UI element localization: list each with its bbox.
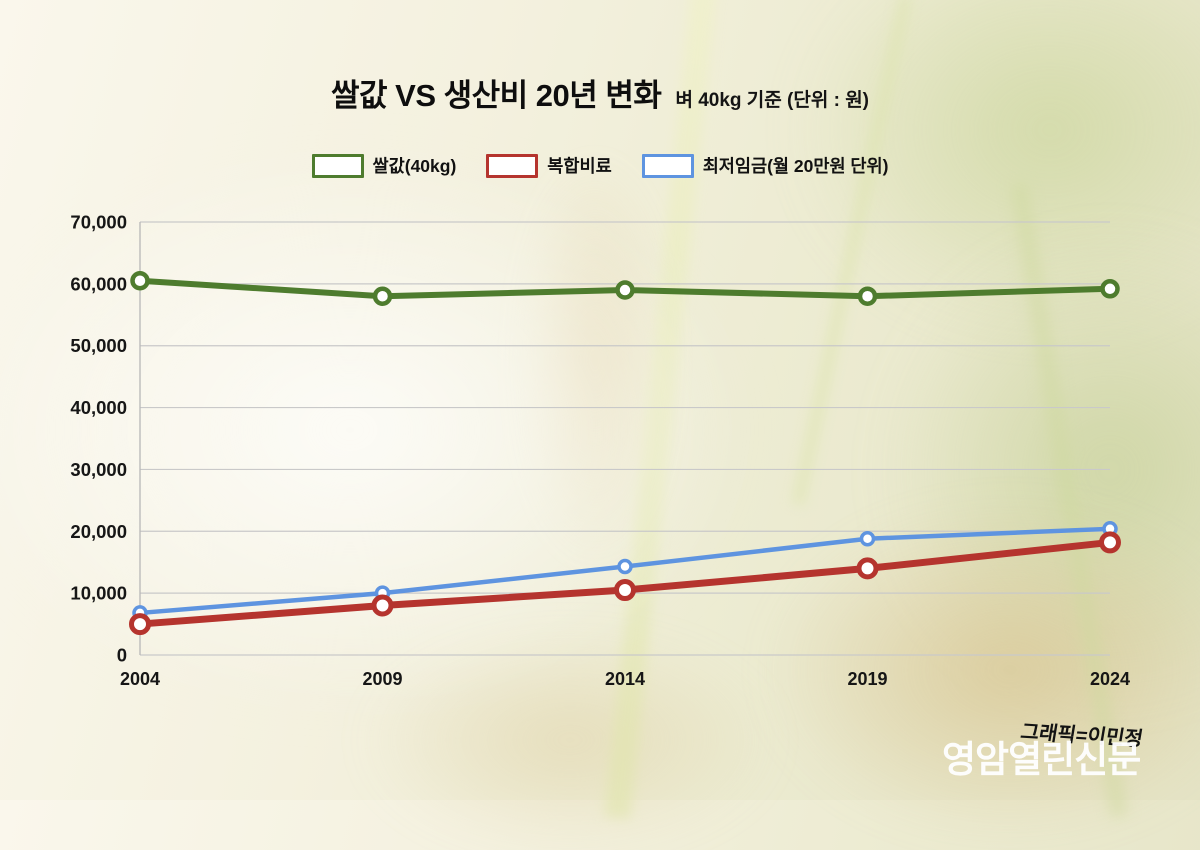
y-axis-tick-label: 70,000 [70,212,127,233]
data-point-marker [615,280,635,300]
legend-label: 쌀값(40kg) [372,156,457,176]
data-point-marker [617,558,633,575]
data-point-marker [132,605,148,621]
y-axis-tick-label: 40,000 [70,397,127,418]
data-point-marker [372,286,393,306]
data-point-marker [857,286,878,306]
legend-item-2: 최저임금(월 20만원 단위) [641,153,889,178]
line-chart: 0 10,000 20,000 30,000 40,000 50,000 60,000 70,… [70,212,1130,690]
y-axis-tick-label: 60,000 [70,273,127,294]
data-point-marker [859,530,876,547]
y-axis-tick-label: 10,000 [70,583,127,604]
data-point-marker [371,594,394,617]
x-axis-tick-label: 2024 [1090,669,1130,689]
legend-swatch-icon [641,153,694,178]
data-point-marker [374,585,391,601]
series-line-2 [137,526,1113,616]
bg-green-leaves-blob [880,230,1200,710]
bg-white-haze [0,140,760,720]
chart-title: 쌀값 VS 생산비 20년 변화 [330,78,662,113]
y-axis-tick-label: 20,000 [70,521,127,542]
x-axis-tick-label: 2004 [120,669,160,689]
legend-swatch-icon [486,153,539,178]
legend-item-1: 복합비료 [486,153,612,178]
data-point-marker [1100,279,1120,299]
y-axis-tick-label: 50,000 [70,335,127,356]
data-point-marker [129,613,151,636]
y-axis-tick-label: 0 [117,645,127,666]
chart-header: 쌀값 VS 생산비 20년 변화 벼 40kg 기준 (단위 : 원) [0,70,1200,115]
chart-subtitle: 벼 40kg 기준 (단위 : 원) [675,90,869,111]
bg-golden-ears-blob [360,630,780,850]
data-point-marker [614,579,636,602]
chart-legend: 쌀값(40kg) 복합비료 최저임금(월 20만원 단위) [0,153,1200,178]
legend-label: 복합비료 [547,156,612,176]
bg-stalk-streak [604,0,718,820]
data-point-marker [130,271,150,291]
x-axis-tick-label: 2019 [847,669,887,689]
y-axis-tick-label: 30,000 [70,459,127,480]
legend-swatch-icon [311,153,364,178]
x-axis-tick-label: 2009 [362,669,402,689]
x-axis-tick-label: 2014 [605,669,645,689]
legend-label: 최저임금(월 20만원 단위) [702,156,889,176]
data-point-marker [1102,521,1118,537]
data-point-marker [856,557,879,580]
series-line-1 [136,538,1114,628]
newspaper-logo: 영암열린신문 [942,739,1141,780]
bg-golden-ears-blob [760,500,1200,840]
data-point-marker [1099,531,1121,554]
series-line-0 [137,277,1113,300]
legend-item-0: 쌀값(40kg) [311,153,457,178]
